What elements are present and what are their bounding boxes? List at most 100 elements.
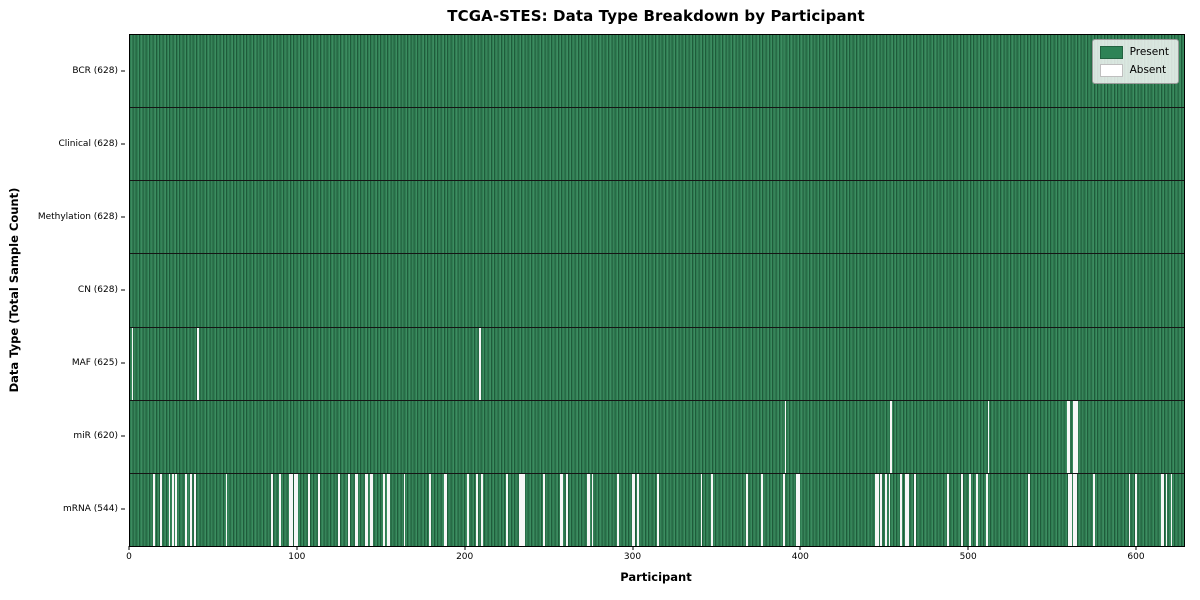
absent-mark [1069, 473, 1072, 546]
x-axis: 0 100 200 300 400 500 600 [126, 545, 1183, 575]
absent-mark [356, 473, 359, 546]
x-axis-label: Participant [620, 570, 692, 584]
absent-mark [388, 473, 391, 546]
absent-mark [403, 473, 406, 546]
absent-mark [445, 473, 448, 546]
y-tick-label: BCR (628) [72, 65, 118, 76]
absent-mark [1068, 400, 1070, 473]
absent-mark [296, 473, 298, 546]
absent-mark [279, 473, 282, 546]
absent-mark [969, 473, 971, 546]
absent-mark [1074, 400, 1077, 473]
absent-mark [307, 473, 310, 546]
absent-mark [1170, 473, 1173, 546]
absent-mark [354, 473, 357, 546]
absent-mark [131, 327, 134, 400]
absent-mark [289, 473, 292, 546]
absent-mark [317, 473, 320, 546]
absent-mark [153, 473, 156, 546]
absent-mark [521, 473, 523, 546]
absent-mark [371, 473, 374, 546]
heatmap-row-cn [130, 254, 1184, 328]
absent-mark [880, 473, 883, 546]
y-tick-mark [121, 289, 125, 290]
absent-mark [905, 473, 908, 546]
absent-mark [291, 473, 293, 546]
x-tick-mark [296, 546, 298, 550]
absent-mark [160, 473, 162, 546]
heatmap-row-bcr [130, 35, 1184, 109]
legend-swatch-present-icon [1099, 46, 1123, 59]
absent-mark [960, 473, 963, 546]
absent-mark [657, 473, 659, 546]
x-tick-mark [464, 546, 466, 550]
absent-mark [1093, 473, 1096, 546]
y-tick-mark [121, 508, 125, 509]
absent-mark [561, 473, 564, 546]
absent-mark [348, 473, 350, 546]
absent-mark [190, 473, 193, 546]
legend-swatch-absent-icon [1099, 64, 1123, 77]
absent-mark [364, 473, 367, 546]
x-tick-label: 400 [791, 552, 809, 562]
absent-mark [386, 473, 389, 546]
y-tick-label: Clinical (628) [58, 138, 118, 149]
absent-mark [907, 473, 909, 546]
x-tick-mark [967, 546, 969, 550]
absent-mark [505, 473, 508, 546]
absent-mark [890, 400, 893, 473]
x-tick-label: 200 [456, 552, 474, 562]
absent-mark [797, 473, 800, 546]
absent-mark [1074, 473, 1077, 546]
absent-mark [885, 473, 888, 546]
absent-mark [796, 473, 799, 546]
absent-mark [947, 473, 950, 546]
absent-mark [370, 473, 372, 546]
absent-mark [900, 473, 903, 546]
absent-mark [636, 473, 639, 546]
heatmap-row-mir [130, 400, 1184, 474]
absent-mark [566, 473, 569, 546]
absent-mark [171, 473, 174, 546]
x-tick-mark [799, 546, 801, 550]
y-axis: BCR (628) Clinical (628) Methylation (628)… [0, 34, 129, 545]
x-tick-label: 0 [126, 552, 132, 562]
x-tick-label: 300 [623, 552, 642, 562]
x-tick-mark [1135, 546, 1137, 550]
x-tick-label: 500 [959, 552, 977, 562]
absent-mark [782, 473, 785, 546]
absent-mark [270, 473, 273, 546]
absent-mark [1073, 473, 1076, 546]
absent-mark [1135, 473, 1138, 546]
absent-mark [913, 473, 916, 546]
absent-mark [559, 473, 562, 546]
absent-mark [1073, 400, 1076, 473]
absent-mark [588, 473, 590, 546]
legend-label-present: Present [1129, 46, 1169, 59]
absent-mark [876, 473, 879, 546]
absent-mark [1128, 473, 1131, 546]
y-tick-label: Methylation (628) [37, 211, 118, 222]
legend: Present Absent [1091, 39, 1179, 84]
x-tick-mark [632, 546, 633, 550]
absent-mark [700, 473, 703, 546]
absent-mark [745, 473, 748, 546]
absent-mark [1066, 400, 1069, 473]
absent-mark [175, 473, 178, 546]
y-tick-mark [121, 143, 125, 144]
absent-mark [519, 473, 522, 546]
x-tick-label: 600 [1127, 552, 1145, 562]
heatmap-row-mrna [130, 473, 1184, 546]
absent-mark [479, 327, 481, 400]
y-tick-label: MAF (625) [71, 357, 118, 368]
absent-mark [542, 473, 545, 546]
y-tick-label: miR (620) [73, 430, 118, 441]
absent-mark [633, 473, 636, 546]
absent-mark [197, 327, 199, 400]
absent-mark [467, 473, 470, 546]
absent-mark [443, 473, 446, 546]
absent-mark [383, 473, 386, 546]
y-tick-mark [121, 362, 125, 363]
heatmap-rows [130, 35, 1184, 546]
